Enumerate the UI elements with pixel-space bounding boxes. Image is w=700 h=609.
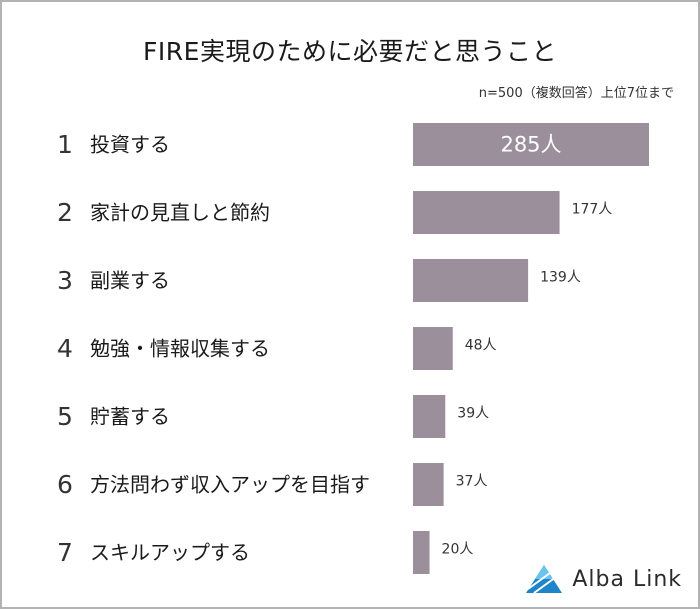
category-label: スキルアップする — [90, 541, 250, 565]
bar — [413, 327, 453, 370]
category-label: 副業する — [90, 269, 170, 293]
alba-link-logo-icon — [526, 565, 563, 594]
rank-number: 6 — [57, 470, 73, 499]
category-label: 方法問わず収入アップを目指す — [90, 473, 370, 497]
rank-number: 5 — [57, 402, 73, 431]
data-label: 39人 — [457, 406, 489, 422]
rank-number: 2 — [57, 198, 73, 227]
bar — [413, 259, 529, 302]
rank-number: 4 — [57, 334, 73, 363]
bar — [413, 463, 444, 506]
brand-name: Alba Link — [572, 566, 682, 592]
data-label: 20人 — [442, 542, 474, 558]
rank-number: 3 — [57, 266, 73, 295]
sample-note: n=500（複数回答）上位7位まで — [478, 86, 674, 101]
bar — [413, 123, 649, 166]
bar — [413, 395, 446, 438]
rank-number: 1 — [57, 130, 73, 159]
brand-logo: Alba Link — [524, 563, 682, 595]
bar — [413, 531, 430, 574]
category-label: 家計の見直しと節約 — [90, 201, 270, 225]
category-label: 勉強・情報収集する — [90, 337, 270, 361]
data-label: 48人 — [465, 338, 497, 354]
data-label: 37人 — [456, 474, 488, 490]
data-label: 139人 — [540, 270, 581, 286]
category-label: 投資する — [90, 133, 170, 157]
chart-title: FIRE実現のために必要だと思うこと — [143, 37, 557, 66]
data-label: 285人 — [500, 133, 561, 157]
bar — [413, 191, 560, 234]
category-label: 貯蓄する — [90, 405, 170, 429]
rank-number: 7 — [57, 538, 73, 567]
data-label: 177人 — [572, 202, 613, 218]
